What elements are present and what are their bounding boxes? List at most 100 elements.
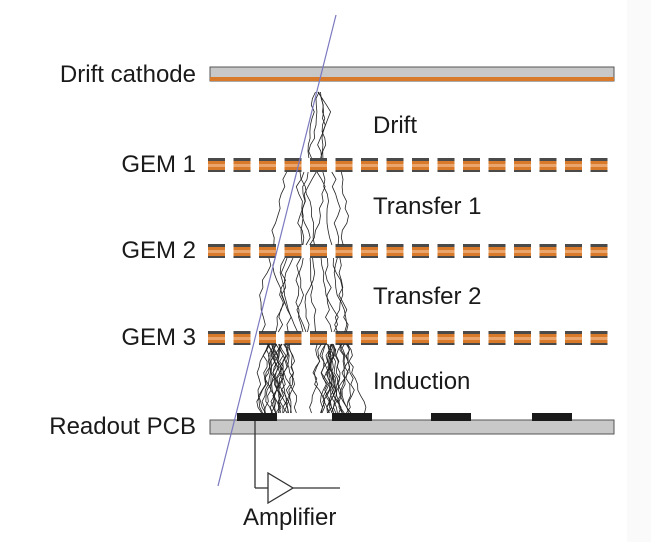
electron-track	[295, 257, 304, 333]
gem3-foil	[208, 331, 608, 345]
readout-pad	[332, 413, 372, 421]
gem-foil-segment	[335, 331, 353, 345]
electron-track	[285, 343, 295, 414]
electron-track	[309, 171, 326, 246]
electron-track	[319, 343, 331, 414]
electron-track	[271, 171, 288, 246]
readout-pad	[237, 413, 277, 421]
gem-foil-segment	[259, 158, 276, 172]
electron-track	[295, 171, 304, 246]
gem-foil-segment	[437, 158, 455, 172]
electron-track	[320, 343, 330, 414]
electron-track	[312, 343, 330, 414]
gem-foil-segment	[386, 158, 404, 172]
electron-track	[288, 343, 294, 414]
readout-pcb-label: Readout PCB	[49, 413, 196, 440]
gem-foil-segment	[284, 331, 302, 345]
electron-track	[333, 257, 348, 333]
electron-track	[309, 343, 322, 414]
readout-pad	[431, 413, 471, 421]
electron-track	[270, 343, 290, 414]
electron-track	[275, 257, 288, 333]
gem-foil-segment	[488, 158, 506, 172]
electron-track	[272, 257, 298, 333]
gem-foil-segment	[437, 244, 455, 258]
electron-track	[285, 343, 296, 414]
transfer1-region-label: Transfer 1	[373, 193, 481, 220]
induction-region-label: Induction	[373, 368, 470, 395]
amplifier-circuit	[254, 421, 340, 505]
gem-foil-segment	[437, 331, 455, 345]
electron-track	[308, 91, 320, 159]
gem-foil-segment	[259, 244, 276, 258]
electron-track	[328, 343, 338, 414]
page-edge-strip	[627, 0, 651, 542]
electron-track	[307, 91, 316, 159]
gem-foil-segment	[488, 331, 506, 345]
gem-foil-segment	[565, 331, 582, 345]
readout-pads	[237, 413, 572, 421]
gem-foil-segment	[463, 158, 480, 172]
gem-foil-segment	[233, 331, 251, 345]
electron-track	[345, 343, 351, 414]
gem-foil-segment	[284, 244, 302, 258]
gem-foil-segment	[590, 331, 608, 345]
electron-track	[309, 257, 317, 333]
readout-pcb	[209, 419, 615, 435]
gem-foil-segment	[514, 244, 531, 258]
transfer2-region-label: Transfer 2	[373, 283, 481, 310]
electron-track	[296, 257, 307, 333]
electron-track	[329, 343, 341, 414]
gem-foil-segment	[565, 158, 582, 172]
electron-track	[317, 91, 332, 159]
gem-foil-segment	[361, 158, 378, 172]
gem-foil-segment	[386, 244, 404, 258]
gem-foil-segment	[514, 158, 531, 172]
gem-foil-segment	[539, 244, 557, 258]
gem-foil-segment	[361, 331, 378, 345]
electron-avalanche-tracks	[256, 91, 367, 414]
gem-foil-segment	[310, 158, 327, 172]
electron-track	[270, 343, 280, 414]
electron-track	[275, 343, 288, 414]
gem-foil-segment	[590, 158, 608, 172]
electron-track	[277, 257, 294, 333]
gem-foil-segment	[310, 331, 327, 345]
gem-foil-segment	[412, 331, 429, 345]
electron-track	[259, 257, 272, 333]
drift-region-label: Drift	[373, 112, 417, 139]
electron-track	[327, 343, 343, 414]
gem-foil-segment	[233, 244, 251, 258]
gem-foil-segment	[259, 331, 276, 345]
gem1-label: GEM 1	[121, 151, 196, 178]
electron-track	[261, 343, 269, 414]
electron-track	[274, 343, 297, 414]
particle-track-line	[217, 14, 337, 487]
amplifier-label: Amplifier	[243, 504, 336, 531]
gem3-label: GEM 3	[121, 324, 196, 351]
gem-foil-segment	[412, 158, 429, 172]
gem-foil-segment	[233, 158, 251, 172]
gem2-foil	[208, 244, 608, 258]
gem-foil-segment	[310, 244, 327, 258]
gem-foil-segment	[539, 331, 557, 345]
gem-foil-segment	[208, 244, 225, 258]
electron-track	[331, 171, 341, 246]
electron-track	[271, 343, 282, 414]
gem-foil-segment	[539, 158, 557, 172]
gem-foil-segment	[514, 331, 531, 345]
gem-foil-segment	[208, 158, 225, 172]
gem-foil-segment	[463, 331, 480, 345]
gem1-foil	[208, 158, 608, 172]
gem-foil-segment	[463, 244, 480, 258]
electron-track	[346, 343, 355, 414]
gem-foil-segment	[335, 244, 353, 258]
gem-foil-segment	[208, 331, 225, 345]
drift-cathode-plate	[209, 66, 615, 82]
electron-track	[324, 257, 333, 333]
electron-track	[327, 343, 345, 414]
electron-track	[338, 257, 349, 333]
electron-track	[265, 343, 275, 414]
electron-track	[326, 343, 335, 414]
